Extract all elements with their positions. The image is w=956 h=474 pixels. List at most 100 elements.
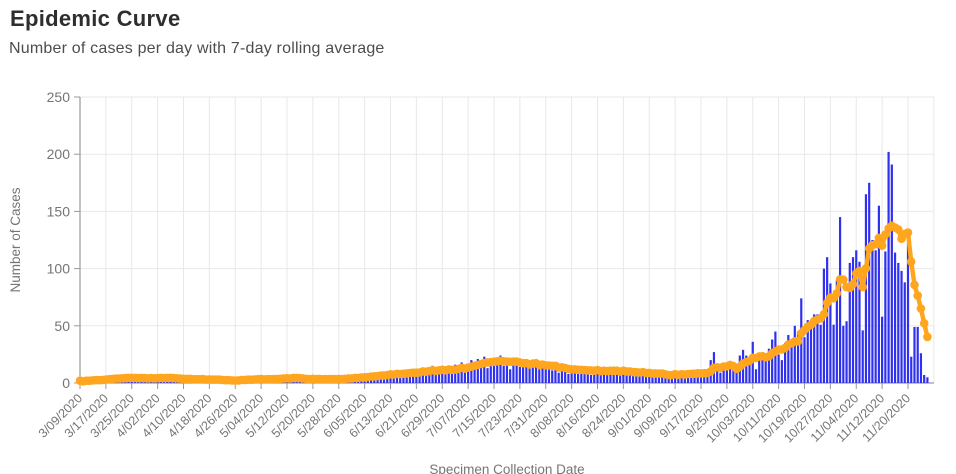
daily-cases-bar[interactable] <box>748 362 751 383</box>
daily-cases-bar[interactable] <box>732 368 735 383</box>
daily-cases-bar[interactable] <box>767 348 771 383</box>
daily-cases-bar[interactable] <box>538 369 541 383</box>
daily-cases-bar[interactable] <box>722 365 725 383</box>
daily-cases-bar[interactable] <box>557 372 560 383</box>
daily-cases-bar[interactable] <box>515 357 518 383</box>
daily-cases-bar[interactable] <box>719 372 722 383</box>
daily-cases-bar[interactable] <box>483 356 486 383</box>
daily-cases-bar[interactable] <box>881 316 884 383</box>
daily-cases-bar[interactable] <box>599 373 602 383</box>
rolling-average-marker[interactable] <box>848 279 858 289</box>
daily-cases-bar[interactable] <box>492 357 496 383</box>
daily-cases-bar[interactable] <box>774 331 777 383</box>
daily-cases-bar[interactable] <box>554 363 557 383</box>
daily-cases-bar[interactable] <box>593 370 596 383</box>
daily-cases-bar[interactable] <box>502 365 505 383</box>
daily-cases-bar[interactable] <box>541 364 544 383</box>
daily-cases-bar[interactable] <box>625 373 628 383</box>
daily-cases-bar[interactable] <box>771 339 774 383</box>
daily-cases-bar[interactable] <box>596 366 599 383</box>
daily-cases-bar[interactable] <box>761 354 764 383</box>
rolling-average-marker[interactable] <box>877 241 887 250</box>
daily-cases-bar[interactable] <box>583 369 586 383</box>
daily-cases-bar[interactable] <box>851 257 855 383</box>
daily-cases-bar[interactable] <box>842 325 845 383</box>
daily-cases-bar[interactable] <box>822 268 826 383</box>
daily-cases-bar[interactable] <box>473 364 476 383</box>
daily-cases-bar[interactable] <box>606 371 609 383</box>
daily-cases-bar[interactable] <box>729 363 732 383</box>
daily-cases-bar[interactable] <box>848 262 851 383</box>
daily-cases-bar[interactable] <box>777 354 780 383</box>
rolling-average-marker[interactable] <box>861 264 871 273</box>
daily-cases-bar[interactable] <box>580 372 583 383</box>
rolling-average-marker[interactable] <box>903 228 913 237</box>
daily-cases-bar[interactable] <box>706 373 709 383</box>
rolling-average-marker[interactable] <box>906 257 916 267</box>
daily-cases-bar[interactable] <box>661 372 664 383</box>
daily-cases-bar[interactable] <box>806 320 809 383</box>
daily-cases-bar[interactable] <box>415 374 418 383</box>
daily-cases-bar[interactable] <box>576 365 580 383</box>
daily-cases-bar[interactable] <box>906 242 910 383</box>
daily-cases-bar[interactable] <box>628 371 631 383</box>
daily-cases-bar[interactable] <box>609 368 612 383</box>
daily-cases-bar[interactable] <box>887 151 890 383</box>
daily-cases-bar[interactable] <box>418 371 421 383</box>
daily-cases-bar[interactable] <box>612 374 615 383</box>
daily-cases-bar[interactable] <box>567 373 570 383</box>
rolling-average-marker[interactable] <box>910 280 919 290</box>
daily-cases-bar[interactable] <box>651 376 654 383</box>
daily-cases-bar[interactable] <box>486 368 489 383</box>
daily-cases-bar[interactable] <box>551 370 554 383</box>
daily-cases-bar[interactable] <box>457 369 460 383</box>
daily-cases-bar[interactable] <box>631 372 635 383</box>
daily-cases-bar[interactable] <box>829 283 832 383</box>
daily-cases-bar[interactable] <box>903 282 906 383</box>
daily-cases-bar[interactable] <box>861 330 864 383</box>
daily-cases-bar[interactable] <box>476 358 479 383</box>
daily-cases-bar[interactable] <box>428 369 431 383</box>
daily-cases-bar[interactable] <box>534 360 538 383</box>
daily-cases-bar[interactable] <box>573 371 576 383</box>
daily-cases-bar[interactable] <box>615 370 619 383</box>
daily-cases-bar[interactable] <box>816 314 819 383</box>
daily-cases-bar[interactable] <box>790 339 793 383</box>
daily-cases-bar[interactable] <box>725 370 728 383</box>
daily-cases-bar[interactable] <box>447 366 450 383</box>
daily-cases-bar[interactable] <box>913 326 916 383</box>
daily-cases-bar[interactable] <box>910 356 913 383</box>
daily-cases-bar[interactable] <box>489 363 492 383</box>
daily-cases-bar[interactable] <box>460 362 463 383</box>
rolling-average-marker[interactable] <box>916 304 926 313</box>
daily-cases-bar[interactable] <box>528 368 531 383</box>
daily-cases-bar[interactable] <box>392 374 395 383</box>
daily-cases-bar[interactable] <box>602 369 606 383</box>
daily-cases-bar[interactable] <box>890 164 893 383</box>
daily-cases-bar[interactable] <box>845 321 848 383</box>
daily-cases-bar[interactable] <box>622 368 625 383</box>
daily-cases-bar[interactable] <box>399 376 402 383</box>
daily-cases-bar[interactable] <box>690 377 693 383</box>
daily-cases-bar[interactable] <box>667 378 670 383</box>
rolling-average-marker[interactable] <box>858 282 867 292</box>
daily-cases-bar[interactable] <box>509 369 512 383</box>
daily-cases-bar[interactable] <box>832 324 835 383</box>
daily-cases-bar[interactable] <box>858 261 861 383</box>
daily-cases-bar[interactable] <box>589 374 593 383</box>
daily-cases-bar[interactable] <box>835 280 838 383</box>
rolling-average-marker[interactable] <box>855 266 864 276</box>
daily-cases-bar[interactable] <box>564 369 567 383</box>
daily-cases-bar[interactable] <box>838 217 842 383</box>
daily-cases-bar[interactable] <box>793 325 796 383</box>
daily-cases-bar[interactable] <box>444 371 447 383</box>
daily-cases-bar[interactable] <box>877 205 880 383</box>
daily-cases-bar[interactable] <box>648 373 651 383</box>
daily-cases-bar[interactable] <box>855 250 858 383</box>
daily-cases-bar[interactable] <box>499 355 502 383</box>
daily-cases-bar[interactable] <box>819 324 822 383</box>
rolling-average-marker[interactable] <box>832 289 842 298</box>
daily-cases-bar[interactable] <box>467 365 470 383</box>
daily-cases-bar[interactable] <box>699 374 703 383</box>
